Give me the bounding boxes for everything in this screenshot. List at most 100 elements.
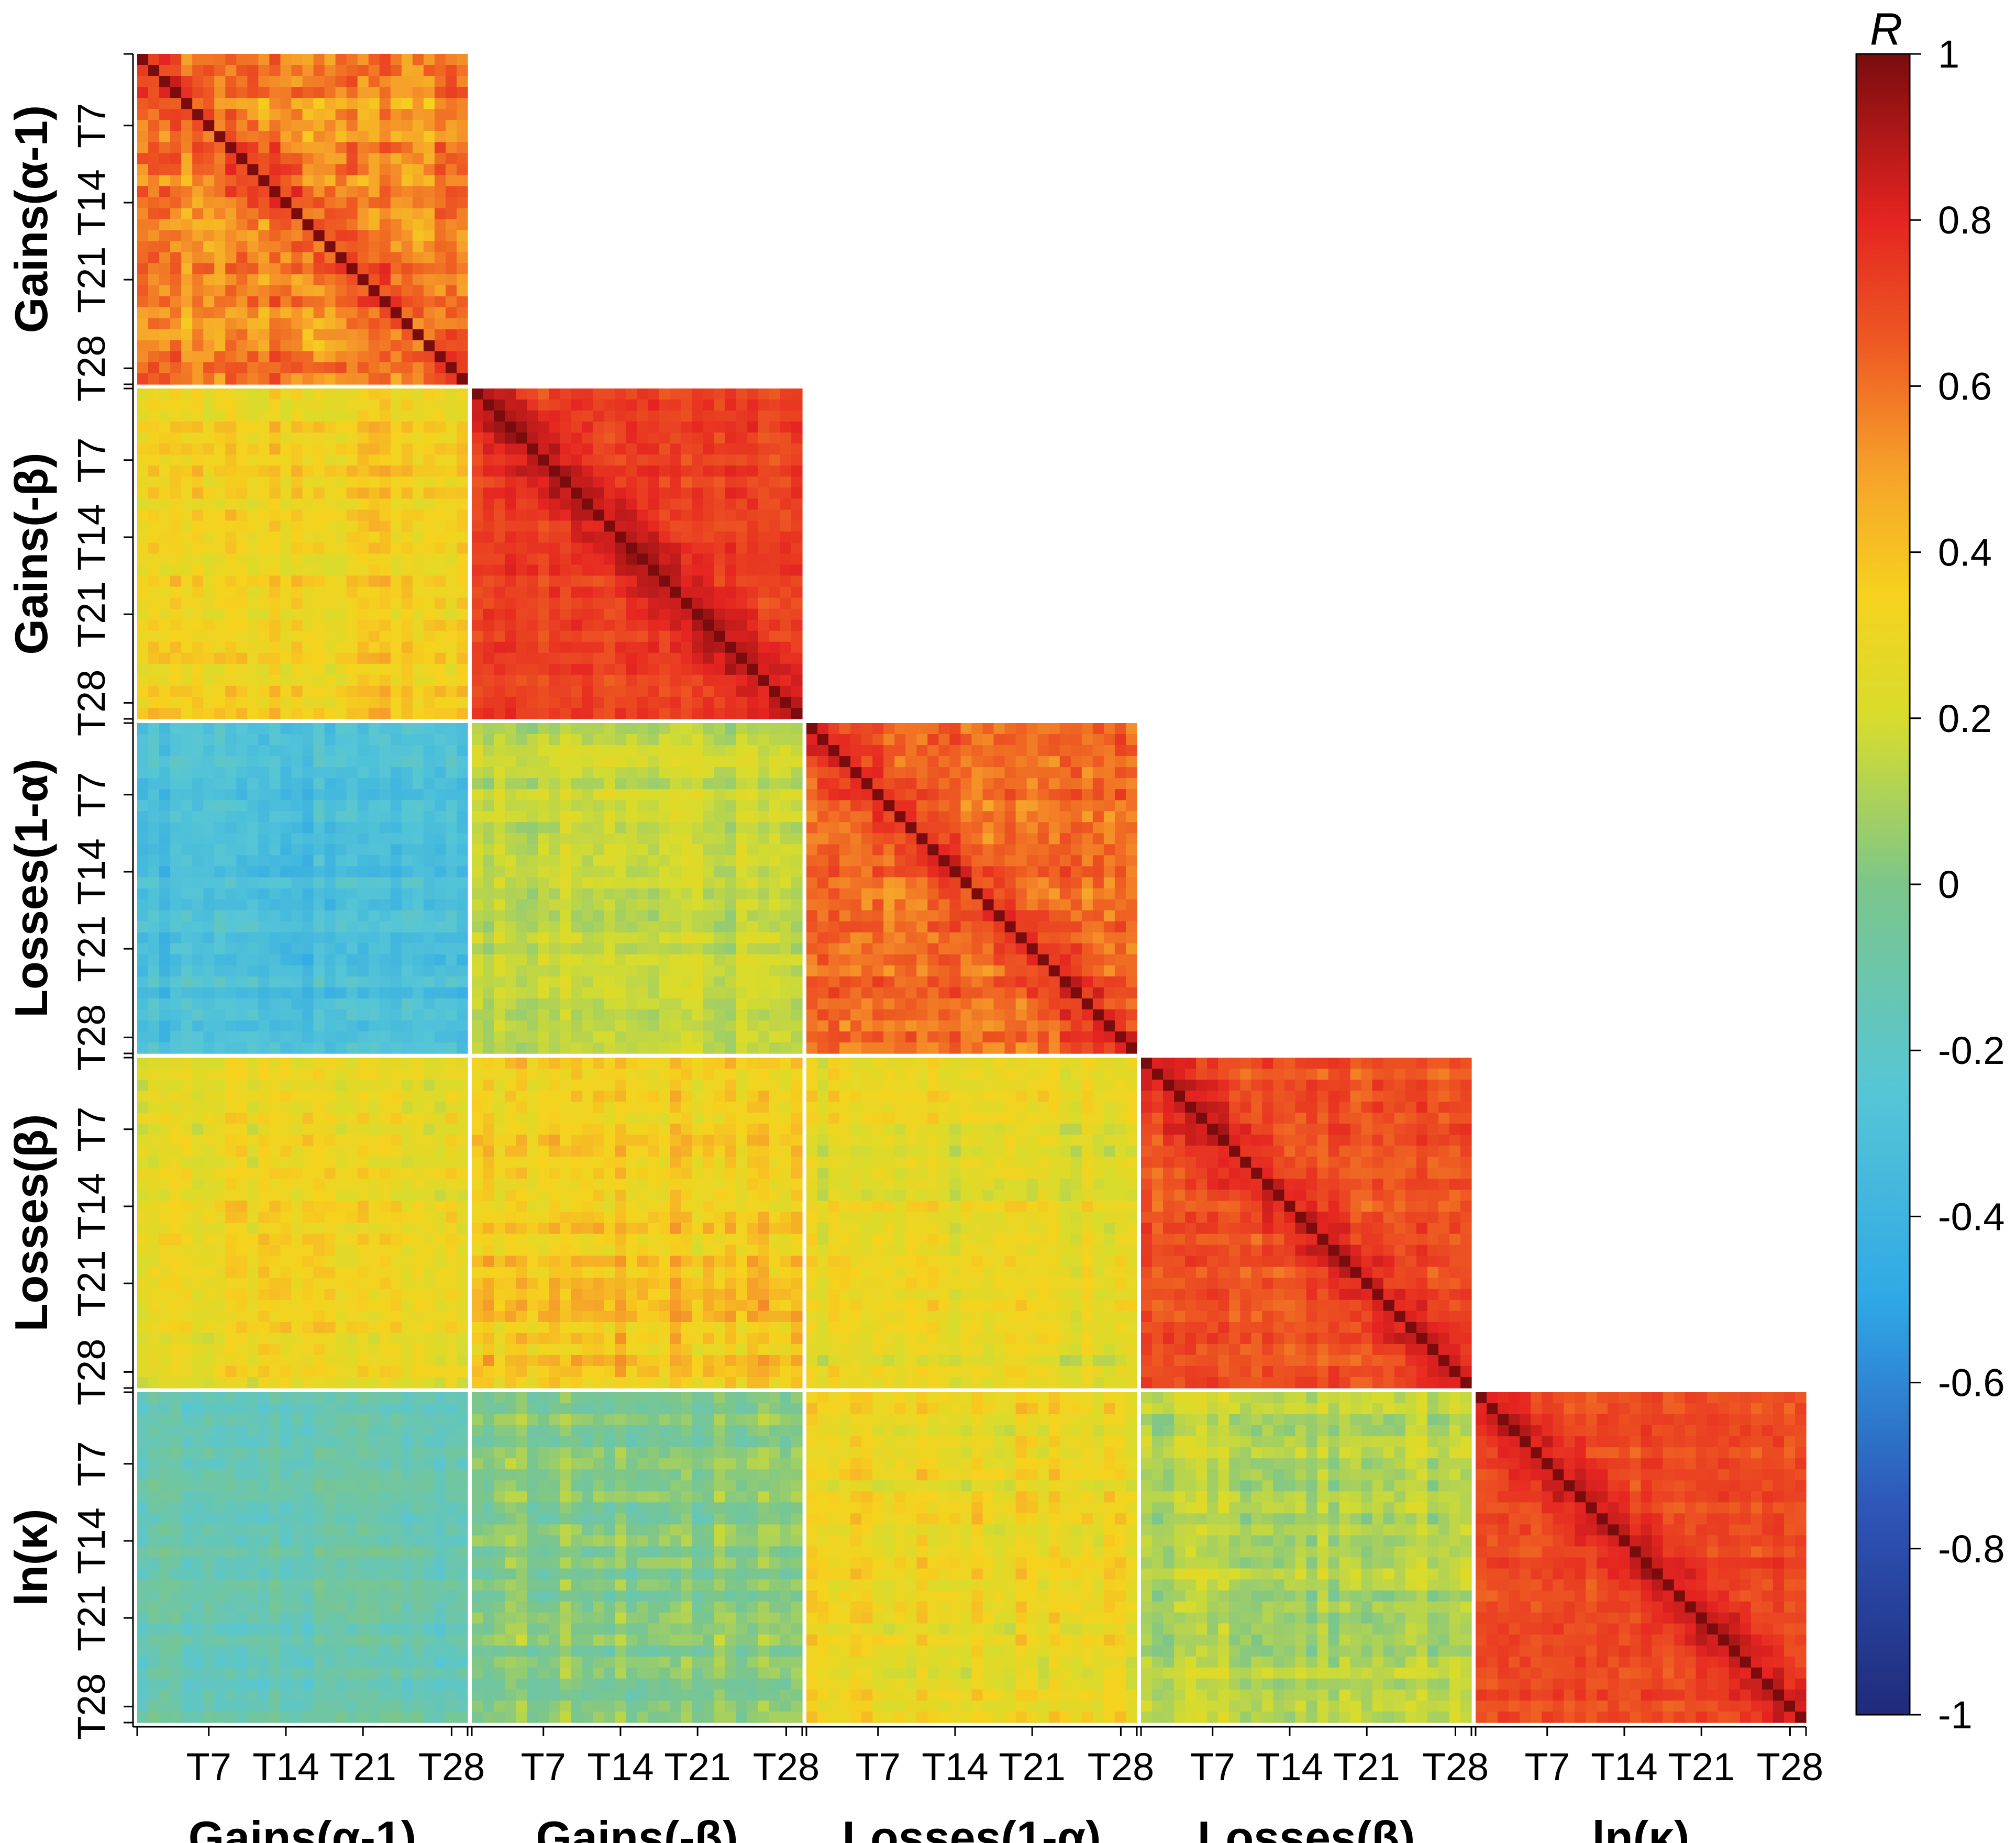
heatmap-cell xyxy=(769,778,781,790)
heatmap-cell xyxy=(582,410,593,422)
heatmap-cell xyxy=(170,388,182,400)
heatmap-cell xyxy=(368,197,380,209)
heatmap-cell xyxy=(982,822,994,834)
heatmap-cell xyxy=(236,756,248,768)
heatmap-cell xyxy=(335,208,347,220)
heatmap-cell xyxy=(626,553,638,565)
heatmap-cell xyxy=(192,932,204,944)
heatmap-cell xyxy=(148,707,160,719)
heatmap-cell xyxy=(494,564,505,576)
heatmap-cell xyxy=(313,652,325,664)
heatmap-cell xyxy=(203,252,215,264)
heatmap-cell xyxy=(505,778,516,790)
heatmap-cell xyxy=(769,833,781,845)
heatmap-cell xyxy=(357,109,369,120)
heatmap-cell xyxy=(269,410,281,422)
heatmap-cell xyxy=(390,910,402,922)
heatmap-cell xyxy=(203,575,215,587)
heatmap-cell xyxy=(313,586,325,598)
heatmap-cell xyxy=(159,553,171,565)
heatmap-cell xyxy=(505,932,516,944)
heatmap-cell xyxy=(203,476,215,488)
heatmap-cell xyxy=(390,241,402,253)
heatmap-cell xyxy=(291,899,303,911)
heatmap-cell xyxy=(593,855,604,867)
heatmap-cell xyxy=(648,899,660,911)
heatmap-cell xyxy=(659,553,671,565)
heatmap-cell xyxy=(159,542,171,554)
heatmap-cell xyxy=(791,932,803,944)
heatmap-cell xyxy=(203,285,215,297)
heatmap-cell xyxy=(137,987,149,999)
heatmap-cell xyxy=(280,285,292,297)
heatmap-cell xyxy=(225,487,237,499)
heatmap-cell xyxy=(302,855,314,867)
heatmap-cell xyxy=(560,1009,571,1021)
heatmap-cell xyxy=(434,351,446,363)
heatmap-cell xyxy=(335,542,347,554)
heatmap-cell xyxy=(445,120,457,131)
heatmap-cell xyxy=(850,778,862,790)
heatmap-cell xyxy=(703,778,715,790)
heatmap-cell xyxy=(401,241,413,253)
heatmap-cell xyxy=(516,866,527,878)
heatmap-cell xyxy=(626,1020,638,1032)
heatmap-cell xyxy=(494,498,505,510)
heatmap-cell xyxy=(593,1042,604,1054)
heatmap-cell xyxy=(905,855,917,867)
heatmap-cell xyxy=(1059,723,1071,735)
heatmap-cell xyxy=(324,175,336,186)
heatmap-cell xyxy=(148,844,160,856)
heatmap-cell xyxy=(346,362,358,374)
heatmap-cell xyxy=(247,641,259,653)
heatmap-cell xyxy=(670,1020,682,1032)
heatmap-cell xyxy=(225,465,237,477)
heatmap-cell xyxy=(401,987,413,999)
heatmap-cell xyxy=(236,142,248,153)
heatmap-cell xyxy=(1048,800,1060,812)
heatmap-cell xyxy=(148,663,160,675)
heatmap-cell xyxy=(137,800,149,812)
heatmap-cell xyxy=(313,230,325,242)
heatmap-cell xyxy=(379,1009,391,1021)
heatmap-cell xyxy=(670,800,682,812)
heatmap-cell xyxy=(780,866,792,878)
heatmap-cell xyxy=(692,586,704,598)
heatmap-cell xyxy=(258,866,270,878)
heatmap-cell xyxy=(412,564,424,576)
heatmap-cell xyxy=(883,866,895,878)
heatmap-cell xyxy=(659,833,671,845)
heatmap-cell xyxy=(225,432,237,444)
heatmap-cell xyxy=(916,811,928,823)
heatmap-cell xyxy=(401,175,413,186)
heatmap-cell xyxy=(538,674,549,686)
heatmap-cell xyxy=(247,109,259,120)
heatmap-cell xyxy=(302,899,314,911)
heatmap-cell xyxy=(412,811,424,823)
heatmap-cell xyxy=(203,351,215,363)
heatmap-cell xyxy=(703,888,715,900)
heatmap-cell xyxy=(313,597,325,609)
heatmap-cell xyxy=(703,800,715,812)
heatmap-cell xyxy=(390,564,402,576)
heatmap-cell xyxy=(615,487,627,499)
heatmap-cell xyxy=(703,932,715,944)
heatmap-cell xyxy=(357,833,369,845)
heatmap-cell xyxy=(225,241,237,253)
heatmap-cell xyxy=(159,373,171,385)
heatmap-cell xyxy=(159,388,171,400)
heatmap-cell xyxy=(894,844,906,856)
heatmap-cell xyxy=(346,921,358,933)
heatmap-cell xyxy=(269,976,281,988)
heatmap-cell xyxy=(335,811,347,823)
heatmap-cell xyxy=(494,509,505,521)
heatmap-cell xyxy=(560,855,571,867)
heatmap-cell xyxy=(648,844,660,856)
heatmap-cell xyxy=(659,822,671,834)
heatmap-cell xyxy=(659,487,671,499)
heatmap-cell xyxy=(527,542,538,554)
heatmap-cell xyxy=(368,465,380,477)
heatmap-cell xyxy=(527,487,538,499)
heatmap-cell xyxy=(258,630,270,642)
heatmap-cell xyxy=(335,652,347,664)
